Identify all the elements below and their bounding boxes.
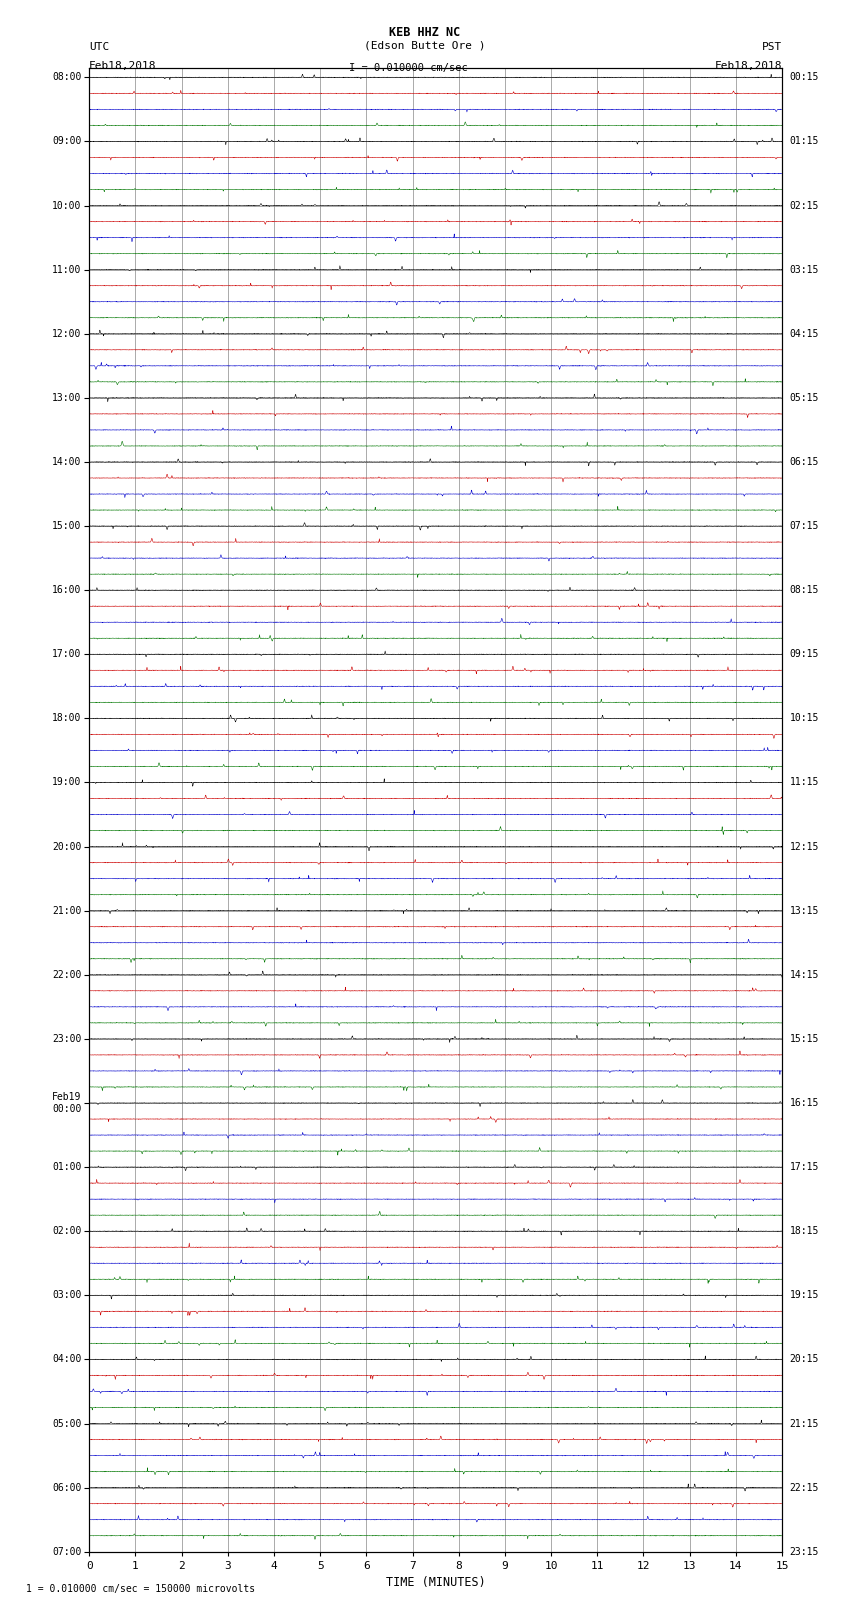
Text: PST: PST bbox=[762, 42, 782, 52]
Text: KEB HHZ NC: KEB HHZ NC bbox=[389, 26, 461, 39]
Text: 1 = 0.010000 cm/sec = 150000 microvolts: 1 = 0.010000 cm/sec = 150000 microvolts bbox=[26, 1584, 255, 1594]
Text: UTC: UTC bbox=[89, 42, 110, 52]
Text: Feb18,2018: Feb18,2018 bbox=[715, 61, 782, 71]
X-axis label: TIME (MINUTES): TIME (MINUTES) bbox=[386, 1576, 485, 1589]
Text: Feb18,2018: Feb18,2018 bbox=[89, 61, 156, 71]
Text: I = 0.010000 cm/sec: I = 0.010000 cm/sec bbox=[348, 63, 468, 73]
Text: (Edson Butte Ore ): (Edson Butte Ore ) bbox=[365, 40, 485, 50]
